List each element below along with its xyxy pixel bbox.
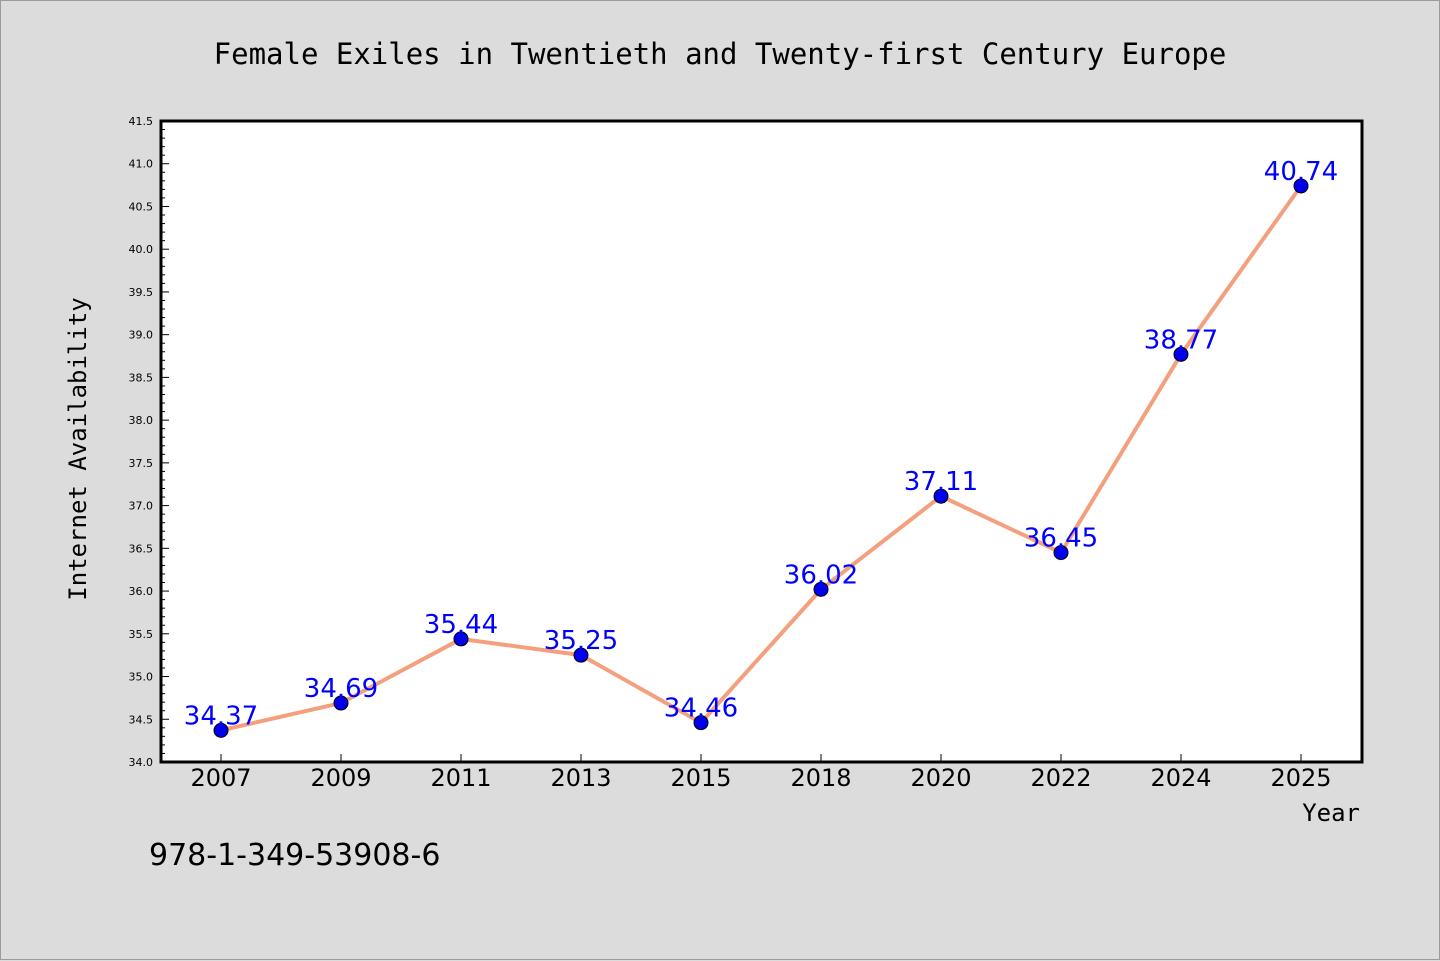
data-point <box>453 631 469 647</box>
data-label: 40.74 <box>1264 157 1338 187</box>
data-label: 34.69 <box>304 674 378 704</box>
data-label: 34.37 <box>184 701 258 731</box>
x-tick-label: 2013 <box>550 764 611 792</box>
footer-code: 978-1-349-53908-6 <box>149 838 440 873</box>
x-tick-label: 2009 <box>310 764 371 792</box>
y-tick-label: 38.5 <box>129 371 154 384</box>
y-tick-label: 41.0 <box>129 158 154 171</box>
x-tick-label: 2024 <box>1150 764 1211 792</box>
x-tick-label: 2015 <box>670 764 731 792</box>
x-tick-label: 2011 <box>430 764 491 792</box>
data-label: 36.02 <box>784 560 858 590</box>
y-axis: 34.0 34.5 35.0 35.5 36.0 36.5 37.0 37.5 38.0 38.5… <box>129 115 169 769</box>
y-tick-label: 40.5 <box>129 200 154 213</box>
y-tick-label: 35.5 <box>129 628 154 641</box>
plot-frame <box>159 119 1364 764</box>
data-label: 35.44 <box>424 610 498 640</box>
data-point <box>1293 178 1309 194</box>
data-label: 34.46 <box>664 694 738 724</box>
x-tick-label: 2025 <box>1270 764 1331 792</box>
y-tick-label: 34.5 <box>129 713 154 726</box>
y-tick-label: 39.0 <box>129 329 154 342</box>
y-tick-label: 37.0 <box>129 500 154 513</box>
data-point <box>213 722 229 738</box>
y-tick-label: 40.0 <box>129 243 154 256</box>
y-tick-label: 39.5 <box>129 286 154 299</box>
data-label: 38.77 <box>1144 325 1218 355</box>
data-markers <box>213 178 1309 738</box>
y-tick-label: 38.0 <box>129 414 154 427</box>
y-tick-label: 35.0 <box>129 671 154 684</box>
x-axis-label: Year <box>1302 799 1360 827</box>
data-point <box>1053 545 1069 561</box>
data-point <box>933 488 949 504</box>
x-tick-label: 2007 <box>190 764 251 792</box>
y-tick-label: 36.0 <box>129 585 154 598</box>
data-labels: 34.37 34.69 35.44 35.25 34.46 36.02 37.11 36.45… <box>184 157 1338 731</box>
x-tick-label: 2022 <box>1030 764 1091 792</box>
x-tick-label: 2020 <box>910 764 971 792</box>
data-label: 36.45 <box>1024 524 1098 554</box>
chart-title: Female Exiles in Twentieth and Twenty-fi… <box>214 37 1227 71</box>
x-tick-label: 2018 <box>790 764 851 792</box>
y-axis-label: Internet Availability <box>64 297 92 600</box>
y-tick-label: 36.5 <box>129 542 154 555</box>
plot-area <box>161 121 1362 762</box>
series-line <box>220 184 1303 733</box>
data-label: 37.11 <box>904 467 978 497</box>
y-tick-label: 37.5 <box>129 457 154 470</box>
data-point <box>573 647 589 663</box>
data-point <box>333 695 349 711</box>
x-axis: 2007 2009 2011 2013 2015 2018 2020 2022 2024 2025 <box>190 754 1332 792</box>
data-point <box>813 581 829 597</box>
data-label: 35.25 <box>544 626 618 656</box>
data-point <box>693 715 709 731</box>
y-tick-label: 34.0 <box>129 756 154 769</box>
data-point <box>1173 346 1189 362</box>
y-tick-label: 41.5 <box>129 115 154 128</box>
